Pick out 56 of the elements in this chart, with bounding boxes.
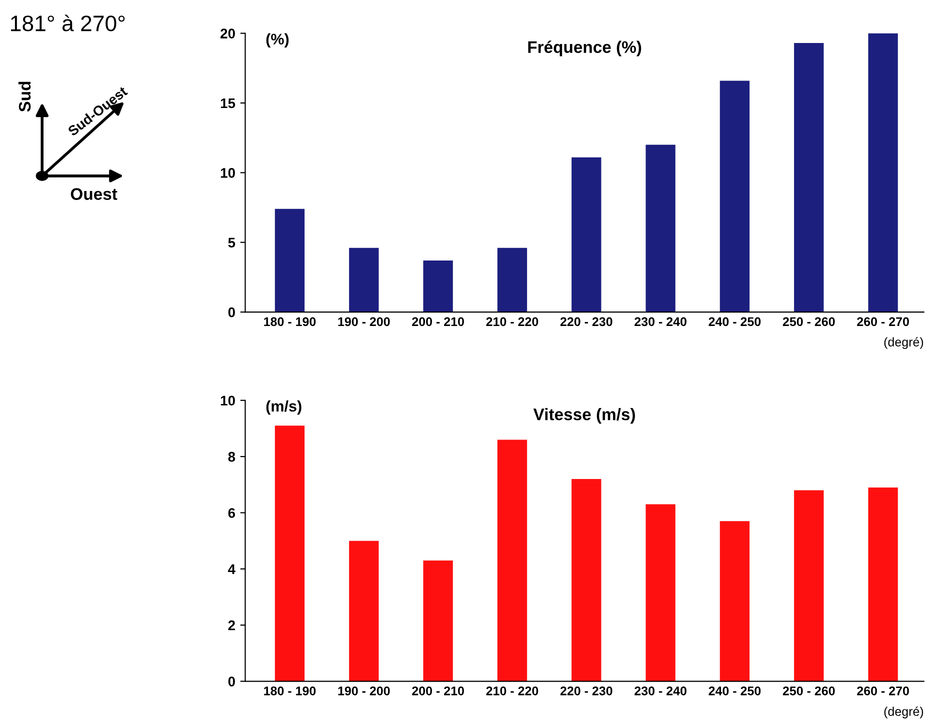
x-tick-label: 260 - 270 bbox=[857, 686, 909, 696]
y-tick-label: 2 bbox=[228, 620, 235, 630]
text: 181° à 270° bbox=[11, 14, 125, 32]
bar bbox=[646, 144, 676, 312]
bar bbox=[572, 157, 602, 312]
bar bbox=[423, 260, 453, 312]
bar bbox=[349, 248, 379, 312]
y-tick-label: 0 bbox=[228, 676, 235, 686]
y-tick-label: 5 bbox=[228, 238, 236, 248]
bar bbox=[497, 248, 528, 312]
y-tick-label: 10 bbox=[220, 168, 235, 178]
x-tick-label: 240 - 250 bbox=[708, 317, 761, 326]
y-tick-label: 20 bbox=[220, 28, 235, 38]
x-tick-label: 200 - 210 bbox=[412, 317, 464, 326]
x-tick-label: 220 - 230 bbox=[560, 317, 612, 326]
y-tick-label: 4 bbox=[228, 564, 236, 574]
x-tick-label: 240 - 250 bbox=[708, 686, 761, 696]
x-tick-label: 220 - 230 bbox=[560, 686, 612, 696]
x-tick-label: 210 - 220 bbox=[486, 317, 538, 326]
x-tick-label: 180 - 190 bbox=[264, 686, 316, 696]
x-tick-label: 230 - 240 bbox=[634, 686, 686, 696]
chart-title: Vitesse (m/s) bbox=[533, 408, 635, 424]
x-tick-label: 190 - 200 bbox=[338, 317, 390, 326]
bar bbox=[646, 504, 676, 682]
bar bbox=[868, 487, 898, 682]
bar bbox=[572, 479, 602, 682]
y-tick-label: 0 bbox=[228, 307, 235, 318]
bar bbox=[720, 521, 750, 682]
y-tick-label: 6 bbox=[228, 508, 236, 518]
chart-title: Fréquence (%) bbox=[528, 40, 642, 56]
bar bbox=[720, 80, 750, 312]
bar bbox=[794, 490, 824, 682]
bar bbox=[274, 426, 305, 682]
text: Sud bbox=[18, 82, 31, 112]
y-tick-label: 8 bbox=[228, 452, 236, 462]
y-tick-label: 15 bbox=[220, 98, 236, 108]
x-tick-label: 250 - 260 bbox=[782, 686, 835, 696]
x-tick-label: 180 - 190 bbox=[264, 317, 316, 326]
x-tick-label: 250 - 260 bbox=[782, 317, 835, 326]
bar bbox=[349, 540, 379, 682]
x-tick-label: 230 - 240 bbox=[634, 317, 686, 326]
x-tick-label: 260 - 270 bbox=[857, 317, 909, 326]
bar bbox=[274, 208, 305, 312]
x-tick-label: 200 - 210 bbox=[412, 686, 464, 696]
bar bbox=[794, 43, 824, 312]
bar bbox=[868, 33, 898, 312]
bar bbox=[497, 440, 528, 682]
x-tick-label: 190 - 200 bbox=[338, 686, 390, 696]
text: Ouest bbox=[70, 188, 118, 200]
x-axis-title: (degré) bbox=[884, 706, 924, 718]
bar bbox=[423, 560, 453, 682]
x-axis-title: (degré) bbox=[884, 337, 924, 349]
y-axis-title: (%) bbox=[266, 33, 289, 48]
y-tick-label: 10 bbox=[220, 396, 235, 406]
y-axis-title: (m/s) bbox=[266, 400, 302, 415]
x-tick-label: 210 - 220 bbox=[486, 686, 538, 696]
